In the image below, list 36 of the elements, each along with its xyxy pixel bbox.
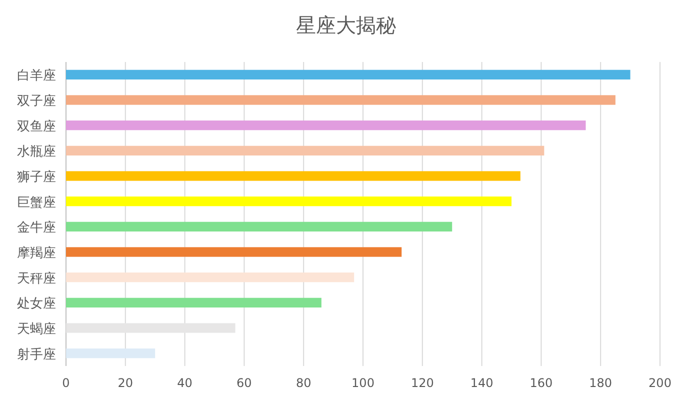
x-tick-label: 140 (470, 376, 494, 390)
y-tick-label: 摩羯座 (17, 245, 56, 261)
bar (66, 298, 322, 308)
bar (66, 196, 512, 206)
x-tick-label: 80 (296, 376, 312, 390)
x-tick-label: 60 (236, 376, 252, 390)
bar (66, 171, 520, 181)
x-tick-label: 0 (62, 376, 70, 390)
bar (66, 222, 452, 232)
y-tick-label: 巨蟹座 (17, 194, 56, 210)
y-tick-label: 水瓶座 (17, 144, 56, 160)
x-tick-label: 160 (530, 376, 553, 390)
bar (66, 146, 544, 156)
chart-title: 星座大揭秘 (296, 13, 396, 37)
x-tick-label: 120 (410, 376, 434, 390)
bar (66, 348, 156, 358)
y-tick-label: 双鱼座 (17, 118, 56, 134)
x-tick-label: 180 (589, 376, 612, 390)
x-tick-label: 40 (177, 376, 192, 390)
y-tick-label: 狮子座 (17, 169, 56, 185)
bar (66, 120, 586, 130)
x-tick-label: 100 (352, 376, 374, 390)
y-tick-label: 天蝎座 (17, 321, 56, 337)
y-tick-label: 白羊座 (17, 68, 56, 84)
y-tick-label: 天秤座 (17, 270, 56, 286)
y-tick-label: 金牛座 (17, 220, 56, 236)
y-tick-label: 处女座 (17, 296, 56, 312)
bar (66, 323, 236, 333)
y-tick-label: 射手座 (17, 346, 56, 362)
bar (66, 247, 402, 257)
bar (66, 272, 354, 282)
y-tick-label: 双子座 (17, 93, 56, 109)
x-tick-label: 20 (118, 376, 134, 390)
bar (66, 95, 616, 105)
bar (66, 70, 630, 80)
x-tick-label: 200 (648, 376, 672, 390)
